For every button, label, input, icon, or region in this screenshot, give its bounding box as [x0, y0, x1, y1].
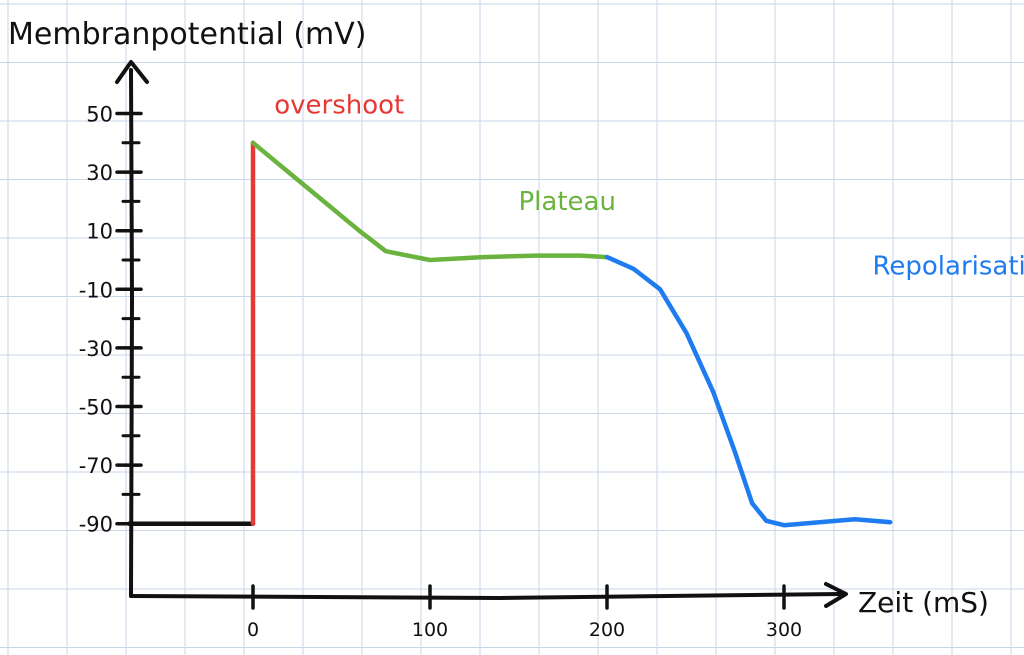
x-axis-arrow — [824, 582, 848, 608]
series-line-3 — [604, 254, 893, 528]
series-line-2 — [250, 140, 610, 263]
y-tick-label: 50 — [86, 103, 113, 127]
x-axis-label: Zeit (mS) — [858, 586, 989, 619]
series — [126, 140, 893, 528]
y-tick-label: -70 — [79, 454, 113, 478]
annotation-overshoot: overshoot — [274, 91, 404, 121]
y-tick-label: -10 — [79, 278, 113, 302]
y-axis-label: Membranpotential (mV) — [8, 17, 366, 52]
y-tick-label: -30 — [79, 337, 113, 361]
y-tick-label: 30 — [86, 161, 113, 185]
x-axis-line — [129, 592, 842, 601]
y-tick-label: 10 — [86, 220, 113, 244]
y-axis-line — [129, 68, 135, 598]
x-tick-label: 100 — [412, 619, 448, 641]
annotation-plateau: Plateau — [519, 187, 616, 217]
x-tick-label: 200 — [589, 619, 625, 641]
ticks: 50 30 10 -10 -30 -50 -70 -90 0 100 200 300 — [79, 103, 802, 642]
x-tick-label: 0 — [247, 619, 259, 641]
y-tick-label: -90 — [79, 513, 113, 537]
y-tick-label: -50 — [79, 396, 113, 420]
x-tick-label: 300 — [766, 619, 802, 641]
y-axis-arrow — [115, 60, 149, 84]
annotations: overshoot Plateau Repolarisation — [274, 91, 1024, 282]
annotation-repolarisation: Repolarisation — [873, 252, 1024, 282]
